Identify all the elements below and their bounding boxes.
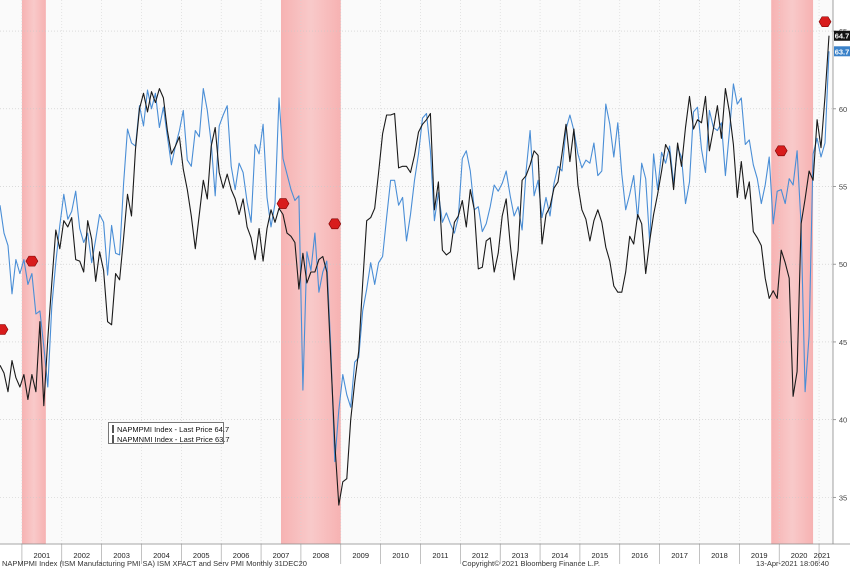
x-tick-label: 2001 [34,551,51,560]
event-marker [0,324,9,335]
x-tick-label: 2018 [711,551,728,560]
recession-band [21,0,46,544]
series-lines [0,35,830,506]
legend-swatch-nmi [112,435,114,443]
event-marker [25,255,39,267]
recession-bands [0,0,833,544]
x-tick-label: 2011 [432,551,448,560]
last-price-box [834,30,850,41]
footer-copyright: Copyright© 2021 Bloomberg Finance L.P. [462,559,600,568]
plot-background [0,0,833,544]
y-tick-label: 40 [839,416,847,425]
series-line-pmi [0,35,830,506]
y-tick-label: 35 [839,493,847,502]
x-tick-label: 2019 [751,551,768,560]
last-price-label: 64.7 [835,32,850,41]
recession-band [771,0,814,544]
x-tick-label: 2005 [193,551,210,560]
x-tick-label: 2015 [591,551,608,560]
footer-timestamp: 13-Apr-2021 18:06:40 [756,559,829,568]
x-tick-label: 2007 [273,551,290,560]
x-tick-label: 2020 [791,551,808,560]
x-tick-label: 2009 [352,551,369,560]
y-axis: 3540455055606564.763.7 [832,0,850,544]
y-tick-label: 50 [839,260,847,269]
event-marker [818,16,832,28]
x-tick-label: 2002 [73,551,90,560]
y-tick-label: 45 [839,338,847,347]
x-axis: 2001 2002 2003 2004 2005 2006 2007 2008 2009 2010… [0,543,850,564]
x-tick-label: 2010 [392,551,409,560]
x-tick-label: 2012 [472,551,489,560]
last-price-tag: 64.7 [834,30,850,41]
x-tick-label: 2008 [313,551,330,560]
last-price-tag: 63.7 [834,46,850,57]
x-tick-label: 2016 [631,551,648,560]
x-tick-label: 2014 [552,551,569,560]
legend-label-pmi: NAPMPMI Index - Last Price 64.7 [117,424,230,434]
legend-swatch-pmi [112,425,114,433]
x-tick-label: 2004 [153,551,170,560]
legend: NAPMPMI Index - Last Price 64.7 NAPMNMI … [108,422,230,444]
y-tick-label: 60 [839,105,847,114]
x-tick-label: 2021 [814,551,831,560]
x-tick-label: 2006 [233,551,250,560]
event-marker [774,145,788,157]
last-price-box [834,46,850,57]
event-markers [0,16,832,335]
event-marker [276,198,290,209]
legend-label-nmi: NAPMNMI Index - Last Price 63.7 [117,434,230,444]
legend-item: NAPMNMI Index - Last Price 63.7 [112,434,230,444]
x-tick-label: 2003 [113,551,130,560]
legend-item: NAPMPMI Index - Last Price 64.7 [112,424,229,434]
event-marker [328,218,342,230]
x-tick-label: 2013 [512,551,529,560]
grid-lines [0,0,833,544]
footer-description: NAPMPMI Index (ISM Manufacturing PMI SA)… [2,559,307,568]
y-tick-label: 55 [839,183,847,192]
x-tick-label: 2017 [671,551,688,560]
last-price-label: 63.7 [835,47,850,56]
